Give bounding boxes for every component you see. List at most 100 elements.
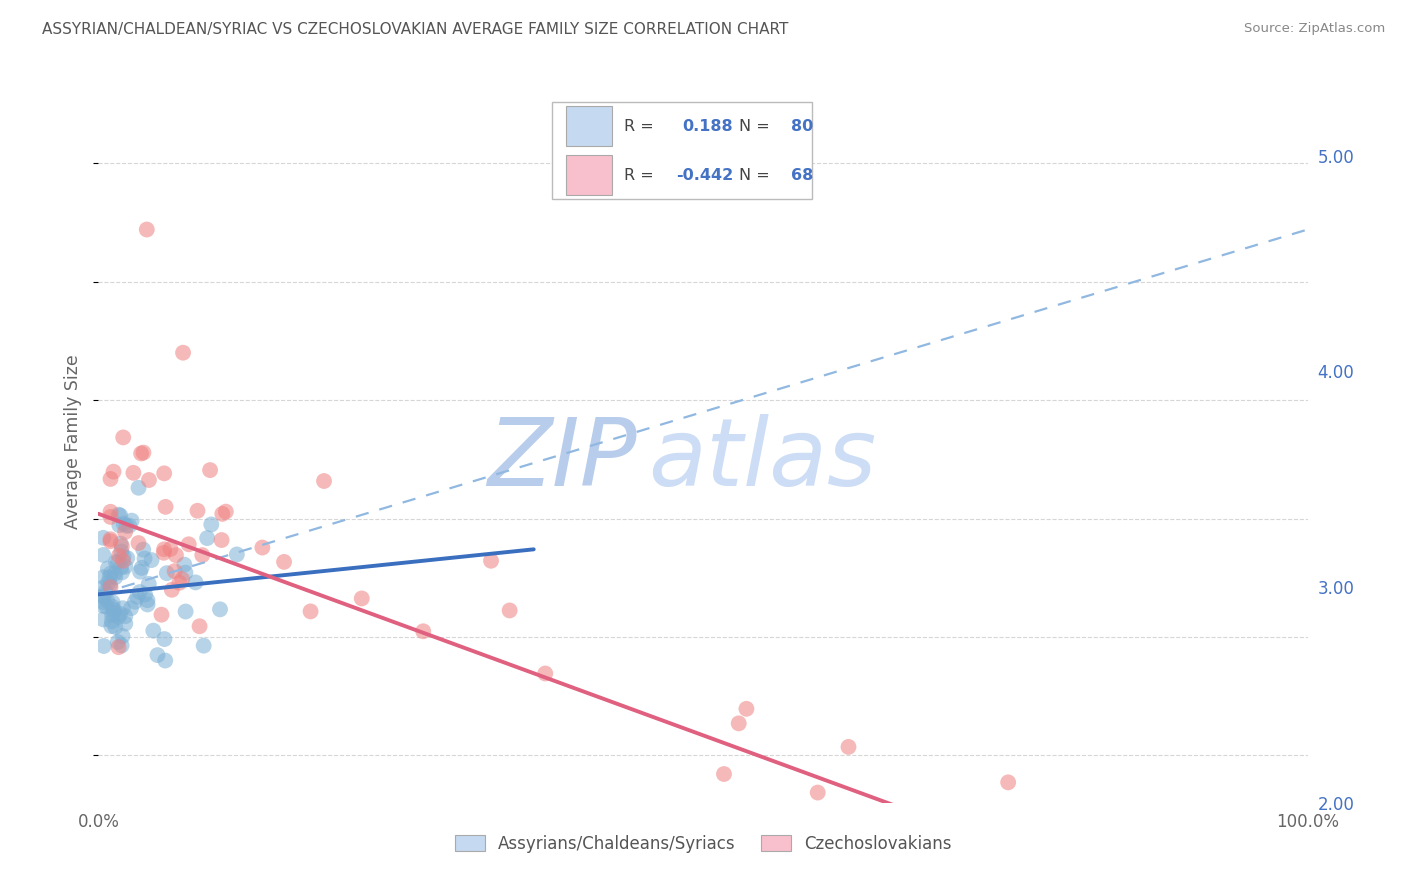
Point bbox=[107, 640, 129, 655]
Point bbox=[91, 548, 114, 562]
Point bbox=[138, 577, 160, 591]
Point bbox=[112, 549, 135, 564]
Point bbox=[184, 575, 207, 590]
Text: 0.188: 0.188 bbox=[682, 119, 733, 134]
Text: R =: R = bbox=[624, 168, 659, 183]
Point bbox=[111, 629, 134, 643]
Point bbox=[128, 536, 150, 550]
Point bbox=[163, 564, 186, 578]
Point bbox=[177, 537, 200, 551]
Point bbox=[101, 608, 124, 623]
Point bbox=[155, 500, 177, 514]
Text: -0.442: -0.442 bbox=[676, 168, 734, 183]
Point bbox=[132, 542, 155, 557]
Point bbox=[91, 599, 114, 613]
Point bbox=[100, 510, 122, 524]
Point bbox=[412, 624, 434, 639]
Point bbox=[91, 590, 114, 604]
Point bbox=[110, 639, 132, 653]
Point bbox=[172, 572, 194, 586]
Point bbox=[727, 716, 749, 731]
Point bbox=[110, 560, 132, 574]
Point bbox=[107, 610, 129, 624]
Text: ASSYRIAN/CHALDEAN/SYRIAC VS CZECHOSLOVAKIAN AVERAGE FAMILY SIZE CORRELATION CHAR: ASSYRIAN/CHALDEAN/SYRIAC VS CZECHOSLOVAK… bbox=[42, 22, 789, 37]
Point bbox=[101, 599, 124, 614]
Point bbox=[922, 867, 945, 881]
Point bbox=[200, 517, 222, 532]
Point bbox=[153, 467, 176, 481]
Point bbox=[498, 603, 520, 617]
Point bbox=[165, 548, 187, 562]
Point bbox=[925, 848, 948, 863]
Point bbox=[100, 534, 122, 549]
Point bbox=[252, 541, 274, 555]
Point bbox=[1088, 867, 1111, 881]
Point bbox=[997, 775, 1019, 789]
Point bbox=[312, 474, 335, 488]
Point bbox=[273, 555, 295, 569]
Point bbox=[172, 345, 194, 359]
Point bbox=[134, 551, 156, 566]
Point bbox=[1205, 867, 1227, 881]
Point bbox=[1208, 835, 1230, 849]
Point bbox=[1206, 867, 1229, 881]
Point bbox=[107, 555, 129, 569]
Point bbox=[107, 635, 129, 649]
Point bbox=[101, 614, 124, 628]
Point bbox=[107, 508, 129, 522]
Point bbox=[150, 607, 173, 622]
Text: 68: 68 bbox=[792, 168, 814, 183]
Point bbox=[104, 555, 127, 569]
Point bbox=[153, 632, 176, 646]
Point bbox=[104, 620, 127, 634]
Point bbox=[188, 619, 211, 633]
Point bbox=[100, 566, 122, 581]
Point bbox=[910, 809, 932, 823]
Point bbox=[215, 505, 238, 519]
Point bbox=[97, 561, 120, 575]
Point bbox=[91, 581, 114, 595]
Point bbox=[211, 507, 233, 521]
Y-axis label: Average Family Size: Average Family Size bbox=[65, 354, 83, 529]
Point bbox=[174, 566, 197, 580]
Point bbox=[837, 739, 859, 754]
Point bbox=[114, 524, 136, 539]
Point bbox=[100, 619, 122, 633]
Point bbox=[100, 580, 122, 594]
Point bbox=[115, 519, 138, 533]
Point bbox=[129, 565, 152, 579]
Point bbox=[141, 553, 163, 567]
Point bbox=[956, 858, 979, 872]
Point bbox=[129, 446, 152, 460]
Point bbox=[173, 558, 195, 572]
FancyBboxPatch shape bbox=[567, 106, 613, 146]
Point bbox=[155, 654, 177, 668]
Point bbox=[96, 593, 118, 607]
Point bbox=[120, 601, 142, 615]
Text: R =: R = bbox=[624, 119, 659, 134]
Point bbox=[132, 445, 155, 459]
Point bbox=[93, 570, 115, 584]
Point bbox=[350, 591, 373, 606]
Point bbox=[169, 575, 191, 590]
Legend: Assyrians/Chaldeans/Syriacs, Czechoslovakians: Assyrians/Chaldeans/Syriacs, Czechoslova… bbox=[449, 828, 957, 860]
Point bbox=[110, 508, 132, 523]
Point bbox=[96, 599, 118, 614]
Text: N =: N = bbox=[740, 168, 775, 183]
Point bbox=[100, 472, 122, 486]
Point bbox=[128, 585, 150, 599]
Point bbox=[114, 559, 136, 574]
Point bbox=[479, 554, 502, 568]
FancyBboxPatch shape bbox=[551, 102, 811, 200]
Point bbox=[153, 542, 176, 557]
Point bbox=[98, 570, 121, 584]
Point bbox=[211, 533, 233, 547]
Point bbox=[186, 504, 208, 518]
Point bbox=[134, 587, 156, 601]
Point bbox=[807, 786, 830, 800]
Point bbox=[1157, 867, 1180, 881]
Point bbox=[118, 518, 141, 533]
Point bbox=[114, 609, 136, 624]
Point bbox=[101, 595, 124, 609]
Point bbox=[159, 541, 181, 556]
